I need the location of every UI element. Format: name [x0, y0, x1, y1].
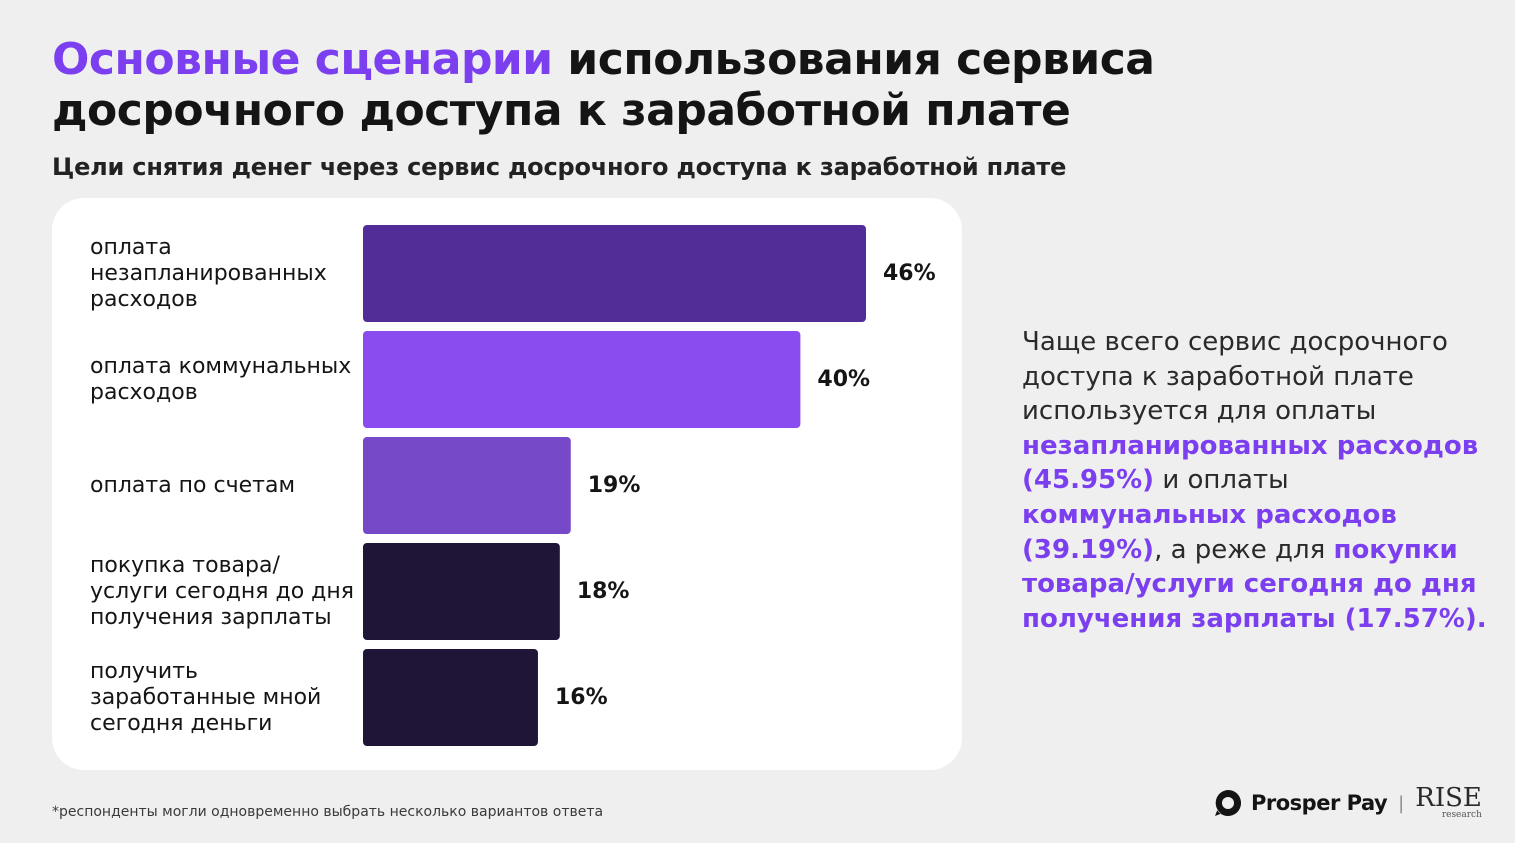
value-label-3: 19% — [587, 472, 641, 498]
category-label-4: покупка товара/ услуги сегодня до дня по… — [90, 552, 355, 630]
footnote: *респонденты могли одновременно выбрать … — [52, 804, 604, 820]
prosper-pay-logo-text: Prosper Pay — [1251, 791, 1388, 815]
value-label-2: 40% — [817, 366, 871, 392]
category-label-5: получить заработанные мной сегодня деньг… — [90, 658, 322, 736]
value-label-5: 16% — [554, 684, 608, 710]
bar-2 — [363, 331, 801, 428]
bar-4 — [363, 543, 560, 640]
logos: Prosper Pay | RISE research — [1213, 783, 1482, 823]
page-title-highlight: Основные сценарии — [52, 34, 553, 85]
page-title: Основные сценарии использования сервиса … — [52, 34, 1352, 136]
prosper-pay-logo-icon — [1215, 790, 1242, 816]
rise-research-logo: RISE research — [1415, 783, 1482, 820]
insight-part-2: и оплаты — [1154, 465, 1289, 496]
rise-logo-text: RISE — [1415, 783, 1482, 813]
insight-part-1: Чаще всего сервис досрочного доступа к з… — [1022, 327, 1448, 427]
value-label-1: 46% — [883, 260, 936, 286]
insight-text: Чаще всего сервис досрочного доступа к з… — [1022, 325, 1492, 636]
category-label-1: оплата незапланированных расходов — [90, 234, 327, 312]
chart-subtitle: Цели снятия денег через сервис досрочног… — [52, 153, 1067, 181]
category-label-2: оплата коммунальных расходов — [90, 353, 352, 405]
bar-5 — [363, 649, 538, 746]
category-label-3: оплата по счетам — [90, 472, 296, 498]
insight-highlight-1: незапланированных расходов (45.95%) — [1022, 430, 1479, 496]
bar-3 — [363, 437, 571, 534]
chart-card: оплата незапланированных расходов 46% опла… — [52, 198, 962, 770]
bar-1 — [363, 225, 866, 322]
value-label-4: 18% — [576, 578, 630, 604]
insight-part-3: , а реже для — [1154, 534, 1334, 565]
insight-highlight-2: коммунальных расходов (39.19%) — [1022, 499, 1397, 565]
rise-logo-subtext: research — [1441, 810, 1482, 820]
logo-separator: | — [1398, 792, 1405, 814]
page-title-rest: использования сервиса досрочного доступа… — [52, 34, 1155, 136]
bar-chart — [363, 225, 866, 746]
insight-highlight-3: покупки товара/услуги сегодня до дня пол… — [1022, 534, 1487, 634]
